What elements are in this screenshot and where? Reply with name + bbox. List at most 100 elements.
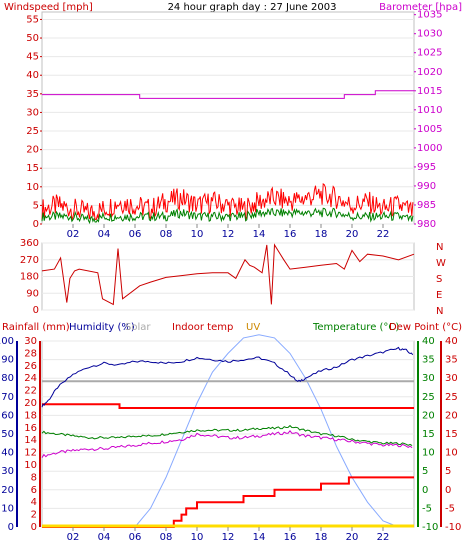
x-tick-label-06: 06 <box>129 532 142 543</box>
humidity-tick-70: 70 <box>1 392 14 403</box>
compass-label-3: E <box>436 290 442 301</box>
windspeed-tick-40: 40 <box>26 70 39 81</box>
temperature-tick--5: -5 <box>422 503 432 514</box>
temperature-series-line <box>41 424 413 447</box>
rainfall-tick-30: 30 <box>24 336 37 347</box>
x-tick-label-10: 10 <box>191 229 204 240</box>
winddir-tick-0: 0 <box>33 305 39 316</box>
rainfall-tick-22: 22 <box>24 386 37 397</box>
rainfall-tick-4: 4 <box>31 497 37 508</box>
temperature-tick-15: 15 <box>422 429 435 440</box>
temperature-tick-0: 0 <box>422 485 428 496</box>
windspeed-tick-50: 50 <box>26 33 39 44</box>
dewpoint-series-line <box>41 429 413 459</box>
dewpoint-tick-25: 25 <box>445 392 458 403</box>
legend-uv: UV <box>246 322 260 333</box>
dewpoint-tick--5: -5 <box>445 503 455 514</box>
weather-panel-series <box>41 334 414 528</box>
compass-label-1: W <box>436 258 446 269</box>
x-tick-label-02: 02 <box>67 229 80 240</box>
rainfall-tick-24: 24 <box>24 373 37 384</box>
windspeed-tick-labels: 0 5 10 15 20 25 30 35 40 45 50 55 <box>26 14 42 230</box>
windspeed-tick-30: 30 <box>26 107 39 118</box>
rainfall-tick-26: 26 <box>24 361 37 372</box>
legend-indoor-temp: Indoor temp <box>172 322 233 333</box>
rainfall-tick-12: 12 <box>24 448 37 459</box>
humidity-tick-40: 40 <box>1 448 14 459</box>
barometer-tick-1005: 1005 <box>417 124 442 135</box>
rainfall-series-line <box>42 476 414 528</box>
legend-humidity: Humidity (%) <box>69 322 135 333</box>
weather-panel-x-tick-labels: 02 04 06 08 10 12 14 16 18 20 22 <box>67 527 390 543</box>
winddir-tick-360: 360 <box>20 238 39 249</box>
legend-rainfall: Rainfall (mm) <box>2 322 70 333</box>
x-tick-label-18: 18 <box>315 229 328 240</box>
barometer-tick-1030: 1030 <box>417 29 442 40</box>
x-tick-label-12: 12 <box>222 532 235 543</box>
windspeed-tick-10: 10 <box>26 182 39 193</box>
temperature-tick-30: 30 <box>422 373 435 384</box>
x-tick-label-02: 02 <box>67 532 80 543</box>
humidity-tick-80: 80 <box>1 373 14 384</box>
gust-series-line <box>41 182 414 222</box>
barometer-axis-title: Barometer [hpa] <box>379 2 462 13</box>
windspeed-tick-35: 35 <box>26 89 39 100</box>
x-tick-label-20: 20 <box>346 532 359 543</box>
humidity-tick-60: 60 <box>1 410 14 421</box>
x-tick-label-04: 04 <box>98 532 111 543</box>
rainfall-tick-20: 20 <box>24 398 37 409</box>
rainfall-tick-0: 0 <box>31 522 37 533</box>
windspeed-tick-0: 0 <box>33 219 39 230</box>
barometer-tick-990: 990 <box>417 181 436 192</box>
x-tick-label-22: 22 <box>377 532 390 543</box>
barometer-tick-980: 980 <box>417 219 436 230</box>
indoor-temp-series-line <box>42 403 414 409</box>
winddir-tick-labels: 0 90 180 270 360 <box>20 238 39 316</box>
x-tick-label-06: 06 <box>129 229 142 240</box>
avg-wind-series-line <box>41 207 414 225</box>
x-tick-label-16: 16 <box>284 229 297 240</box>
x-tick-label-22: 22 <box>377 229 390 240</box>
winddir-tick-90: 90 <box>26 288 39 299</box>
x-tick-label-08: 08 <box>160 229 173 240</box>
rainfall-tick-16: 16 <box>24 423 37 434</box>
barometer-tick-985: 985 <box>417 200 436 211</box>
windspeed-tick-20: 20 <box>26 145 39 156</box>
dewpoint-tick--10: -10 <box>445 522 461 533</box>
dewpoint-tick-35: 35 <box>445 355 458 366</box>
x-tick-label-04: 04 <box>98 229 111 240</box>
rainfall-tick-28: 28 <box>24 348 37 359</box>
winddir-series-line <box>41 243 415 306</box>
barometer-tick-1025: 1025 <box>417 48 442 59</box>
barometer-tick-1000: 1000 <box>417 143 442 154</box>
rainfall-tick-14: 14 <box>24 435 37 446</box>
rainfall-tick-6: 6 <box>31 485 37 496</box>
barometer-tick-1010: 1010 <box>417 105 442 116</box>
winddir-panel-grid <box>42 242 414 311</box>
x-tick-label-18: 18 <box>315 532 328 543</box>
chart-title: 24 hour graph day : 27 June 2003 <box>168 2 337 13</box>
humidity-tick-90: 90 <box>1 355 14 366</box>
rainfall-tick-18: 18 <box>24 410 37 421</box>
windspeed-tick-15: 15 <box>26 163 39 174</box>
x-tick-label-12: 12 <box>222 229 235 240</box>
dewpoint-tick-40: 40 <box>445 336 458 347</box>
temperature-tick-5: 5 <box>422 466 428 477</box>
rainfall-tick-2: 2 <box>31 510 37 521</box>
dewpoint-tick-0: 0 <box>445 485 451 496</box>
wind-panel-x-tick-labels: 02 04 06 08 10 12 14 16 18 20 22 <box>67 224 390 240</box>
windspeed-tick-45: 45 <box>26 52 39 63</box>
barometer-tick-1020: 1020 <box>417 67 442 78</box>
temperature-tick-25: 25 <box>422 392 435 403</box>
solar-curve-line <box>134 334 399 528</box>
dewpoint-tick-20: 20 <box>445 410 458 421</box>
humidity-tick-30: 30 <box>1 466 14 477</box>
x-tick-label-10: 10 <box>191 532 204 543</box>
humidity-tick-20: 20 <box>1 485 14 496</box>
compass-label-2: S <box>436 274 442 285</box>
barometer-tick-995: 995 <box>417 162 436 173</box>
rainfall-tick-10: 10 <box>24 460 37 471</box>
